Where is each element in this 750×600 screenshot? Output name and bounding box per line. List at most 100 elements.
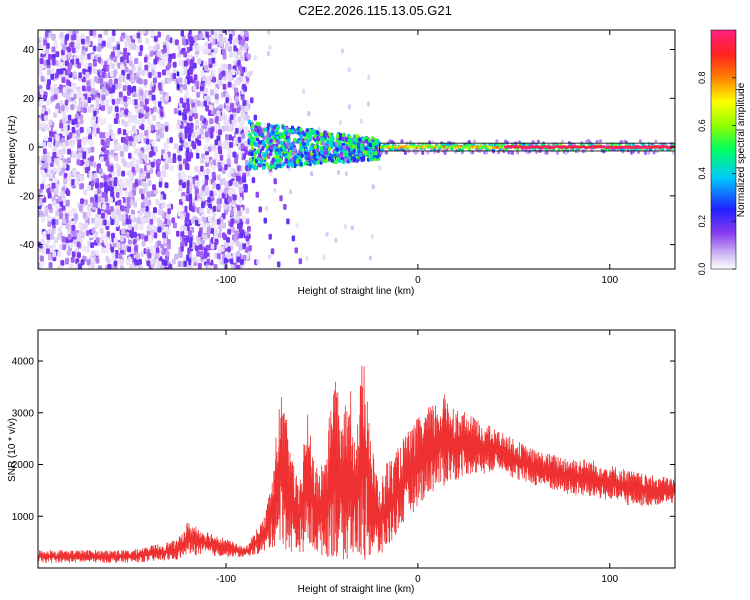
heatmap-cell: [46, 42, 50, 49]
heatmap-cell: [312, 131, 317, 136]
heatmap-cell: [262, 165, 266, 170]
heatmap-cell: [305, 256, 309, 262]
heatmap-cell: [257, 143, 261, 149]
heatmap-cell: [216, 253, 221, 260]
heatmap-cell: [46, 233, 51, 240]
heatmap-cell: [199, 101, 204, 108]
heatmap-cell: [228, 52, 233, 59]
heatmap-cell: [121, 216, 126, 223]
heatmap-cell: [205, 31, 209, 38]
heatmap-cell: [38, 67, 42, 74]
heatmap-cell: [210, 243, 215, 250]
heatmap-cell: [48, 119, 53, 126]
heatmap-cell: [71, 126, 76, 133]
top-x-tick-label: -100: [216, 275, 236, 286]
heatmap-cell: [178, 77, 183, 84]
heatmap-cell: [139, 168, 144, 175]
heatmap-cell: [128, 55, 133, 62]
top-y-tick-label: 20: [23, 94, 35, 105]
heatmap-cell: [47, 157, 52, 164]
heatmap-cell: [97, 265, 102, 269]
heatmap-cell: [254, 165, 258, 170]
heatmap-cell: [67, 52, 72, 59]
heatmap-cell: [300, 153, 304, 158]
heatmap-cell: [119, 265, 124, 269]
heatmap-cell: [428, 140, 432, 145]
heatmap-cell: [201, 216, 206, 223]
heatmap-cell: [116, 44, 121, 51]
heatmap-cell: [216, 110, 221, 117]
heatmap-cell: [113, 117, 118, 124]
heatmap-cell: [123, 108, 128, 115]
heatmap-cell: [194, 219, 199, 226]
heatmap-cell: [325, 231, 329, 237]
heatmap-cell: [203, 100, 207, 107]
heatmap-cell: [265, 139, 269, 144]
heatmap-cell: [107, 165, 112, 172]
heatmap-cell: [223, 257, 228, 264]
heatmap-cell: [182, 39, 187, 46]
heatmap-cell: [119, 150, 124, 157]
heatmap-cell: [102, 132, 107, 139]
heatmap-cell: [248, 245, 252, 252]
heatmap-cell: [80, 95, 85, 102]
heatmap-cell: [229, 114, 234, 121]
heatmap-cell: [41, 48, 46, 55]
heatmap-cell: [65, 139, 70, 146]
heatmap-cell: [87, 66, 92, 73]
heatmap-cell: [360, 147, 365, 152]
heatmap-cell: [227, 228, 232, 235]
heatmap-cell: [516, 150, 520, 155]
heatmap-cell: [81, 136, 86, 143]
heatmap-cell: [78, 72, 82, 79]
heatmap-cell: [101, 72, 106, 79]
heatmap-cell: [99, 77, 104, 84]
heatmap-cell: [42, 155, 47, 162]
heatmap-cell: [109, 70, 114, 77]
heatmap-cell: [55, 102, 60, 109]
heatmap-cell: [93, 110, 97, 117]
heatmap-cell: [102, 117, 107, 124]
heatmap-cell: [90, 196, 95, 203]
heatmap-cell: [151, 140, 156, 147]
heatmap-cell: [76, 241, 81, 248]
heatmap-cell: [52, 200, 57, 207]
heatmap-cell: [354, 137, 358, 143]
heatmap-cell: [311, 159, 316, 164]
heatmap-cell: [61, 137, 66, 144]
heatmap-cell: [150, 124, 155, 131]
heatmap-cell: [208, 36, 213, 43]
heatmap-cell: [204, 87, 209, 94]
heatmap-cell: [110, 246, 115, 253]
heatmap-cell: [238, 186, 243, 193]
heatmap-cell: [234, 230, 239, 237]
heatmap-cell: [205, 168, 210, 175]
heatmap-cell: [140, 216, 145, 223]
heatmap-cell: [167, 208, 171, 215]
heatmap-cell: [125, 231, 130, 238]
heatmap-cell: [45, 248, 50, 255]
heatmap-cell: [233, 137, 238, 144]
heatmap-cell: [59, 212, 64, 219]
heatmap-cell: [502, 142, 506, 147]
heatmap-cell: [276, 125, 280, 130]
heatmap-cell: [165, 250, 170, 257]
heatmap-cell: [368, 255, 372, 261]
heatmap-cell: [249, 157, 253, 162]
heatmap-cell: [316, 160, 320, 165]
heatmap-cell: [106, 41, 111, 48]
heatmap-cell: [140, 233, 145, 240]
heatmap-cell: [256, 148, 261, 153]
heatmap-cell: [232, 199, 237, 206]
heatmap-cell: [179, 97, 184, 104]
heatmap-cell: [344, 224, 348, 230]
heatmap-cell: [192, 85, 197, 92]
heatmap-cell: [164, 226, 169, 233]
heatmap-cell: [95, 217, 100, 224]
heatmap-cell: [193, 34, 198, 41]
heatmap-cell: [186, 46, 191, 53]
heatmap-cell: [149, 150, 154, 157]
heatmap-cell: [53, 177, 58, 184]
heatmap-cell: [291, 235, 296, 242]
heatmap-cell: [227, 63, 232, 70]
